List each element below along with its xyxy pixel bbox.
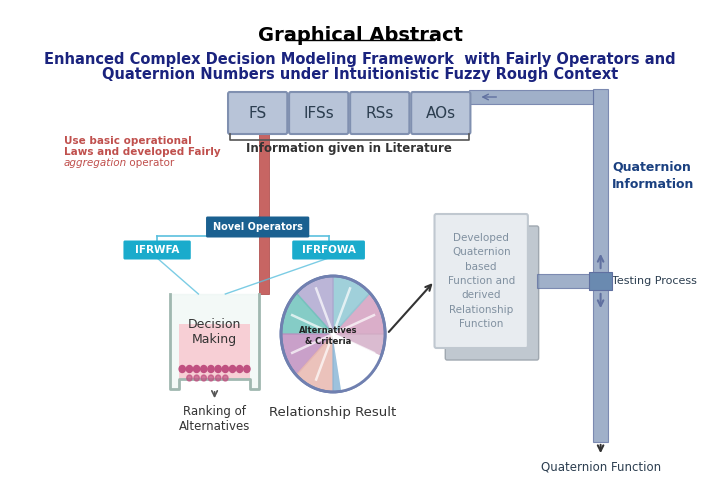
Bar — [230, 96, 259, 107]
Circle shape — [237, 365, 243, 372]
Text: RSs: RSs — [366, 105, 394, 120]
Polygon shape — [333, 276, 370, 334]
Text: AOs: AOs — [426, 105, 456, 120]
Text: aggregation: aggregation — [64, 158, 127, 168]
Circle shape — [194, 365, 199, 372]
Polygon shape — [333, 334, 381, 391]
FancyBboxPatch shape — [411, 92, 470, 134]
Text: Information given in Literature: Information given in Literature — [246, 142, 452, 155]
Text: IFSs: IFSs — [303, 105, 334, 120]
Text: Relationship Result: Relationship Result — [269, 406, 397, 419]
FancyBboxPatch shape — [350, 92, 410, 134]
Text: IFRWFA: IFRWFA — [135, 245, 179, 255]
Text: Ranking of
Alternatives: Ranking of Alternatives — [179, 405, 251, 433]
FancyBboxPatch shape — [206, 217, 310, 237]
Text: Enhanced Complex Decision Modeling Framework  with Fairly Operators and: Enhanced Complex Decision Modeling Frame… — [44, 52, 676, 67]
Bar — [179, 324, 251, 379]
Text: Testing Process: Testing Process — [612, 276, 697, 286]
Bar — [537, 274, 593, 288]
Circle shape — [222, 365, 228, 372]
Circle shape — [215, 375, 221, 381]
Circle shape — [208, 365, 214, 372]
Bar — [593, 89, 608, 442]
Polygon shape — [281, 293, 333, 334]
Text: Alternatives
& Criteria: Alternatives & Criteria — [300, 326, 358, 346]
Text: Quaternion Function: Quaternion Function — [541, 460, 661, 473]
Circle shape — [194, 375, 199, 381]
Circle shape — [244, 365, 250, 372]
Circle shape — [186, 375, 192, 381]
Circle shape — [201, 375, 207, 381]
Polygon shape — [333, 334, 385, 375]
Text: Graphical Abstract: Graphical Abstract — [258, 26, 462, 45]
Text: Quaternion Numbers under Intuitionistic Fuzzy Rough Context: Quaternion Numbers under Intuitionistic … — [102, 67, 618, 82]
Text: Novel Operators: Novel Operators — [212, 222, 302, 232]
Text: operator: operator — [126, 158, 174, 168]
Polygon shape — [333, 293, 385, 334]
Bar — [589, 272, 612, 290]
Polygon shape — [281, 334, 333, 375]
Circle shape — [230, 365, 235, 372]
Bar — [469, 90, 593, 104]
Text: FS: FS — [248, 105, 267, 120]
Polygon shape — [170, 294, 259, 389]
Polygon shape — [296, 334, 333, 392]
Circle shape — [215, 365, 221, 372]
FancyBboxPatch shape — [228, 92, 287, 134]
FancyBboxPatch shape — [434, 214, 528, 348]
Text: Laws and developed Fairly: Laws and developed Fairly — [64, 147, 220, 157]
Text: IFRFOWA: IFRFOWA — [302, 245, 356, 255]
Text: Developed
Quaternion
based
Function and
derived
Relationship
Function: Developed Quaternion based Function and … — [448, 233, 515, 329]
Text: Decision
Making: Decision Making — [188, 318, 241, 346]
FancyBboxPatch shape — [292, 240, 365, 260]
Text: Quaternion
Information: Quaternion Information — [612, 161, 695, 191]
Circle shape — [222, 375, 228, 381]
Polygon shape — [296, 276, 333, 334]
Bar — [259, 97, 269, 294]
Circle shape — [179, 365, 185, 372]
Circle shape — [201, 365, 207, 372]
Polygon shape — [333, 334, 370, 392]
FancyBboxPatch shape — [445, 226, 539, 360]
Text: Use basic operational: Use basic operational — [64, 136, 192, 146]
FancyBboxPatch shape — [289, 92, 348, 134]
Circle shape — [186, 365, 192, 372]
FancyBboxPatch shape — [123, 240, 191, 260]
Circle shape — [208, 375, 214, 381]
